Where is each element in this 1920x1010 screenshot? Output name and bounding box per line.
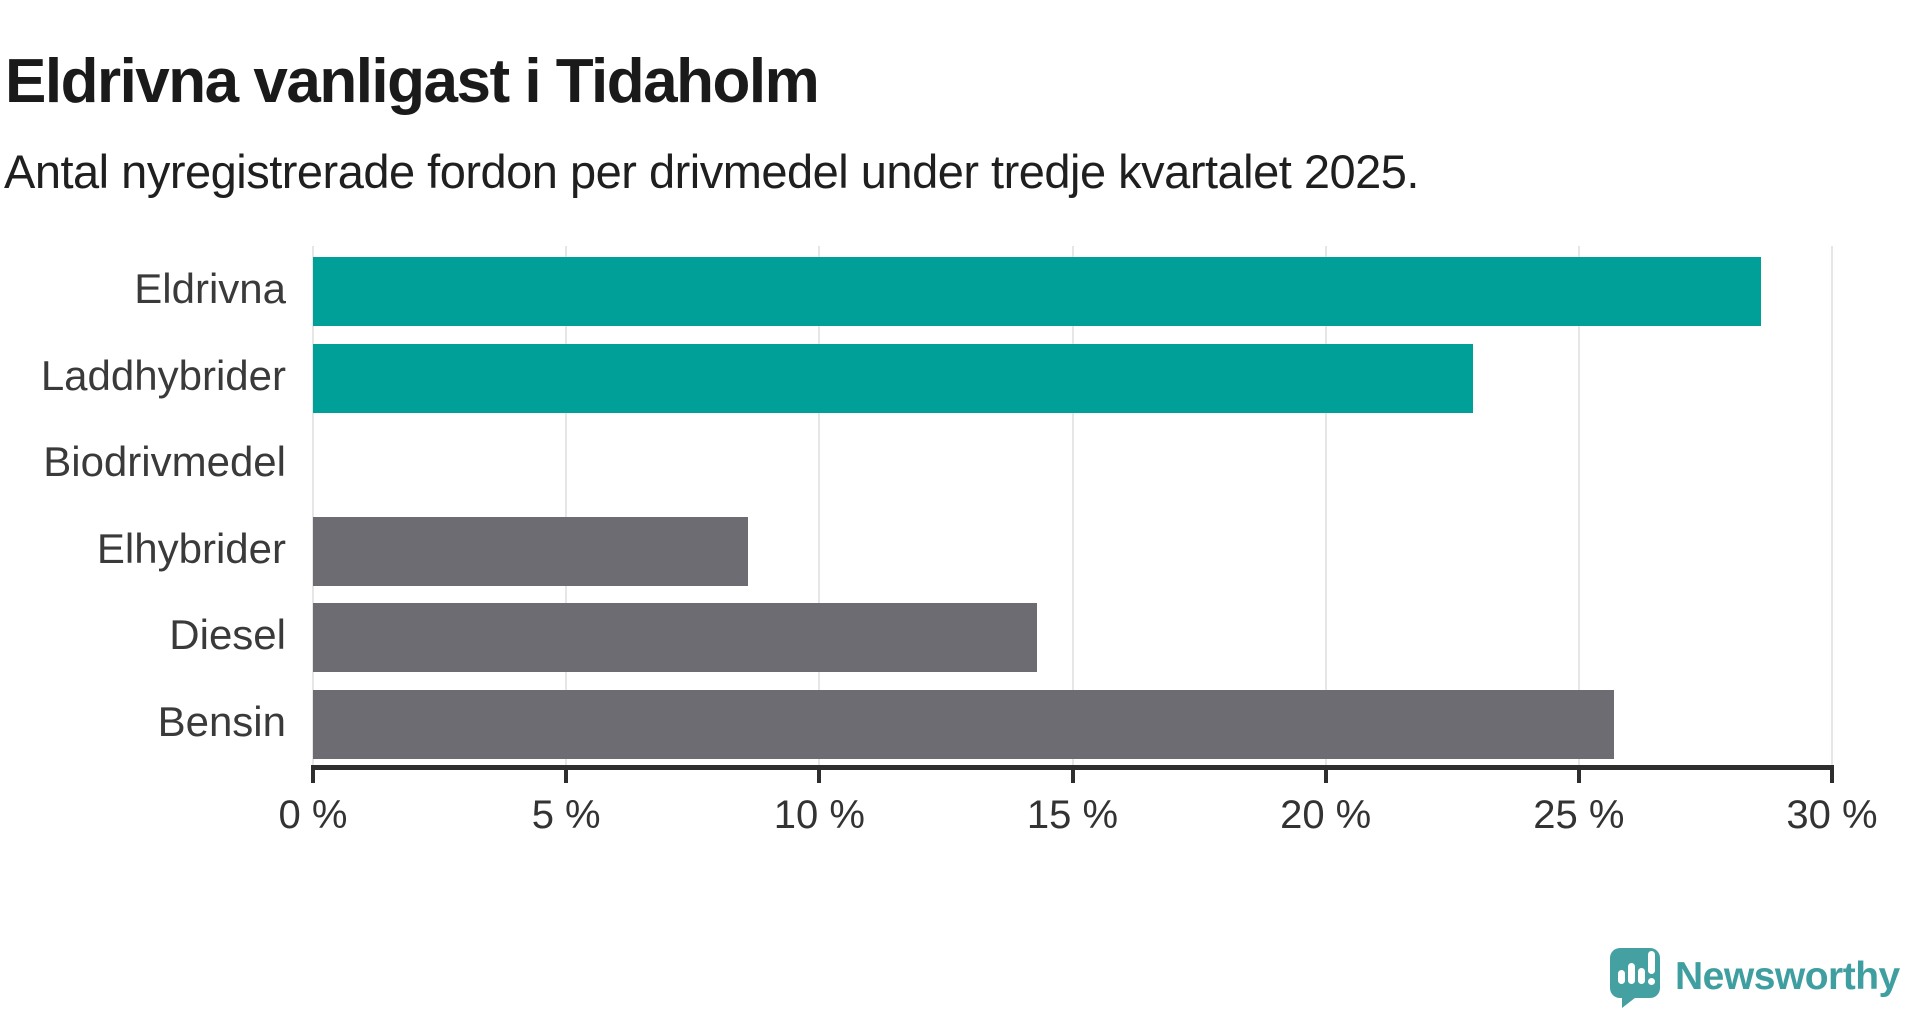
- bar-row: [313, 506, 1832, 593]
- gridline: [1071, 246, 1074, 765]
- bar-row: [313, 419, 1832, 506]
- bar-row: [313, 679, 1832, 766]
- page-title: Eldrivna vanligast i Tidaholm: [5, 46, 820, 116]
- x-tick: [1323, 770, 1328, 783]
- x-tick-label: 30 %: [1786, 793, 1878, 837]
- bar-chart: Eldrivna Laddhybrider Biodrivmedel Elhybrid…: [0, 246, 1920, 866]
- category-label: Bensin: [157, 697, 286, 745]
- x-tick-label: 0 %: [278, 793, 348, 837]
- category-label: Laddhybrider: [40, 351, 286, 399]
- category-label: Eldrivna: [134, 265, 286, 313]
- gridline: [565, 246, 568, 765]
- gridline: [1831, 246, 1833, 765]
- x-tick: [311, 770, 315, 783]
- x-tick-label: 15 %: [1026, 793, 1119, 837]
- gridline: [1577, 246, 1580, 765]
- bar-row: [313, 246, 1832, 333]
- x-tick: [817, 770, 822, 783]
- bar-row: [313, 333, 1832, 420]
- newsworthy-logo[interactable]: Newsworthy: [1609, 944, 1900, 1010]
- category-label: Biodrivmedel: [43, 438, 286, 486]
- newsworthy-logo-text: Newsworthy: [1675, 955, 1900, 998]
- category-label: Elhybrider: [96, 524, 286, 572]
- x-tick-label: 25 %: [1533, 793, 1625, 837]
- x-tick: [564, 770, 569, 783]
- x-tick: [1070, 770, 1075, 783]
- x-tick: [1830, 770, 1834, 783]
- chart-subtitle: Antal nyregistrerade fordon per drivmede…: [4, 145, 1419, 198]
- category-label: Diesel: [169, 611, 286, 659]
- x-tick-label: 10 %: [773, 793, 865, 837]
- newsworthy-logo-icon: [1610, 948, 1660, 1008]
- plot-area: 0 % 5 % 10 % 15 % 20 % 25 % 30 %: [279, 246, 1878, 837]
- gridline: [312, 246, 314, 765]
- bar-row: [313, 592, 1832, 679]
- x-tick-label: 20 %: [1280, 793, 1372, 837]
- x-axis-line: [311, 765, 1834, 770]
- bar: [313, 343, 1473, 413]
- bar: [313, 603, 1038, 672]
- bar: [313, 257, 1762, 326]
- bar: [313, 516, 749, 586]
- gridline: [818, 246, 821, 765]
- gridline: [1324, 246, 1327, 765]
- x-tick-label: 5 %: [531, 793, 601, 837]
- bar: [313, 689, 1615, 759]
- x-tick: [1576, 770, 1581, 783]
